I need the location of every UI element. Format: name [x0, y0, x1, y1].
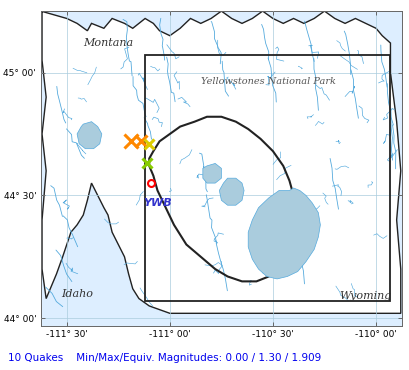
Text: Wyoming: Wyoming: [339, 291, 391, 301]
Text: Yellowstones National Park: Yellowstones National Park: [201, 77, 335, 87]
Polygon shape: [41, 11, 400, 313]
Text: Montana: Montana: [83, 38, 133, 48]
Polygon shape: [219, 178, 243, 205]
Polygon shape: [202, 164, 221, 183]
Text: YWB: YWB: [143, 198, 171, 208]
Text: Idaho: Idaho: [61, 289, 93, 299]
Polygon shape: [247, 188, 319, 279]
Bar: [145, 56, 389, 301]
Polygon shape: [77, 122, 101, 149]
Text: 10 Quakes    Min/Max/Equiv. Magnitudes: 0.00 / 1.30 / 1.909: 10 Quakes Min/Max/Equiv. Magnitudes: 0.0…: [8, 353, 321, 363]
